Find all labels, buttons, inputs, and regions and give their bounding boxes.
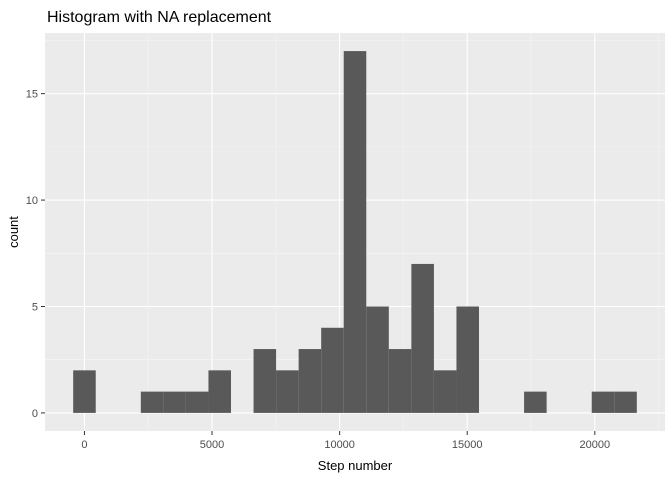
y-tick-label: 15: [26, 89, 38, 101]
histogram-bar: [185, 391, 209, 413]
x-tick-label: 0: [81, 439, 87, 451]
histogram-bar: [433, 370, 457, 413]
histogram-bar: [343, 51, 367, 413]
x-axis-ticks: 0 5000 10000 15000 20000: [81, 431, 610, 451]
histogram-bar: [163, 391, 186, 413]
histogram-bar: [524, 391, 547, 413]
histogram-bar: [591, 391, 615, 413]
histogram-bar: [456, 306, 479, 413]
histogram-bar: [73, 370, 96, 413]
histogram-bar: [411, 263, 434, 413]
x-tick-label: 15000: [452, 439, 483, 451]
x-axis-title: Step number: [318, 458, 393, 473]
chart-title: Histogram with NA replacement: [47, 9, 272, 26]
histogram-bar: [321, 327, 344, 413]
histogram-bar: [276, 370, 299, 413]
histogram-bar: [614, 391, 637, 413]
histogram-bar: [366, 306, 389, 413]
y-tick-label: 5: [32, 301, 38, 313]
histogram-bar: [140, 391, 164, 413]
y-axis-ticks: 0 5 10 15: [26, 89, 45, 420]
y-axis-title: count: [6, 216, 21, 248]
x-tick-label: 20000: [580, 439, 611, 451]
x-tick-label: 5000: [200, 439, 224, 451]
x-tick-label: 10000: [324, 439, 355, 451]
histogram-bar: [253, 349, 277, 413]
histogram-bar: [388, 349, 412, 413]
histogram-bar: [298, 349, 322, 413]
histogram-bar: [208, 370, 231, 413]
y-tick-label: 0: [32, 408, 38, 420]
histogram-bars: [73, 51, 637, 413]
y-tick-label: 10: [26, 195, 38, 207]
